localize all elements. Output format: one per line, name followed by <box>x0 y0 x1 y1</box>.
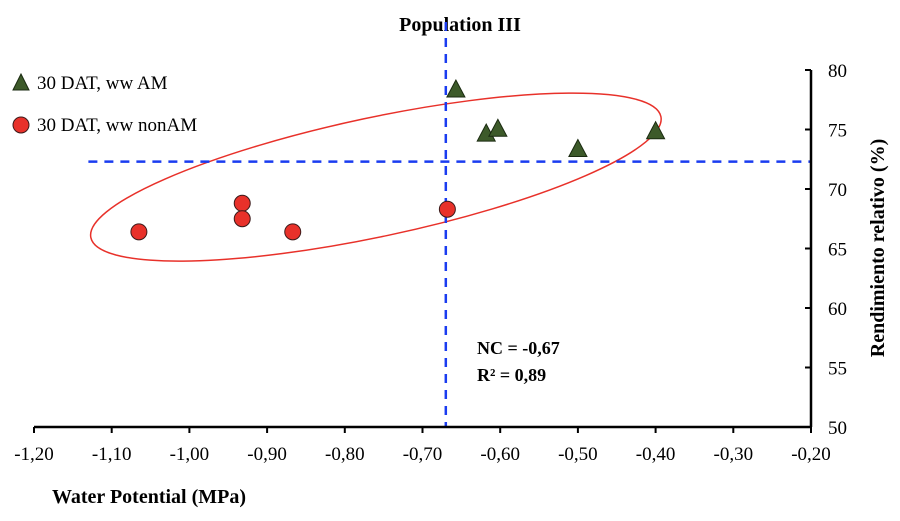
data-point-nonam <box>130 223 148 241</box>
legend: 30 DAT, ww AM 30 DAT, ww nonAM <box>12 72 197 136</box>
annotation-r2: R² = 0,89 <box>477 365 546 385</box>
data-point-nonam <box>438 200 456 218</box>
data-point-nonam <box>233 194 251 212</box>
x-tick-label: -1,20 <box>14 444 54 465</box>
data-point-nonam <box>284 223 302 241</box>
x-tick-label: -0,60 <box>480 444 520 465</box>
x-tick-label: -0,90 <box>247 444 287 465</box>
data-point-am <box>568 138 588 158</box>
x-tick-label: -0,20 <box>791 444 831 465</box>
legend-item-am: 30 DAT, ww AM <box>12 72 168 94</box>
data-point-nonam <box>233 210 251 228</box>
x-tick-label: -0,80 <box>325 444 365 465</box>
legend-triangle-icon <box>12 72 30 91</box>
legend-label-am: 30 DAT, ww AM <box>37 73 168 94</box>
x-axis-title: Water Potential (MPa) <box>52 486 246 508</box>
legend-item-nonam: 30 DAT, ww nonAM <box>12 115 197 136</box>
data-point-am <box>488 118 508 137</box>
x-tick-label: -0,70 <box>403 444 443 465</box>
y-tick-label: 65 <box>828 240 847 261</box>
chart-title: Population III <box>399 14 521 36</box>
y-tick-label: 55 <box>828 359 847 380</box>
legend-circle-icon <box>12 116 30 134</box>
y-tick-label: 70 <box>828 180 847 201</box>
data-point-am <box>446 78 466 98</box>
grouping-ellipse <box>89 92 662 262</box>
y-tick-label: 75 <box>828 121 847 142</box>
x-tick-label: -1,10 <box>92 444 132 465</box>
x-tick-label: -0,30 <box>714 444 754 465</box>
annotation-nc: NC = -0,67 <box>477 338 560 358</box>
x-tick-label: -0,50 <box>558 444 598 465</box>
legend-label-nonam: 30 DAT, ww nonAM <box>37 115 197 136</box>
y-axis-title: Rendimiento relativo (%) <box>867 139 889 358</box>
x-tick-label: -1,00 <box>170 444 210 465</box>
y-tick-label: 50 <box>828 418 847 439</box>
x-tick-label: -0,40 <box>636 444 676 465</box>
y-tick-label: 80 <box>828 61 847 82</box>
data-point-am <box>645 120 666 140</box>
y-tick-label: 60 <box>828 299 847 320</box>
